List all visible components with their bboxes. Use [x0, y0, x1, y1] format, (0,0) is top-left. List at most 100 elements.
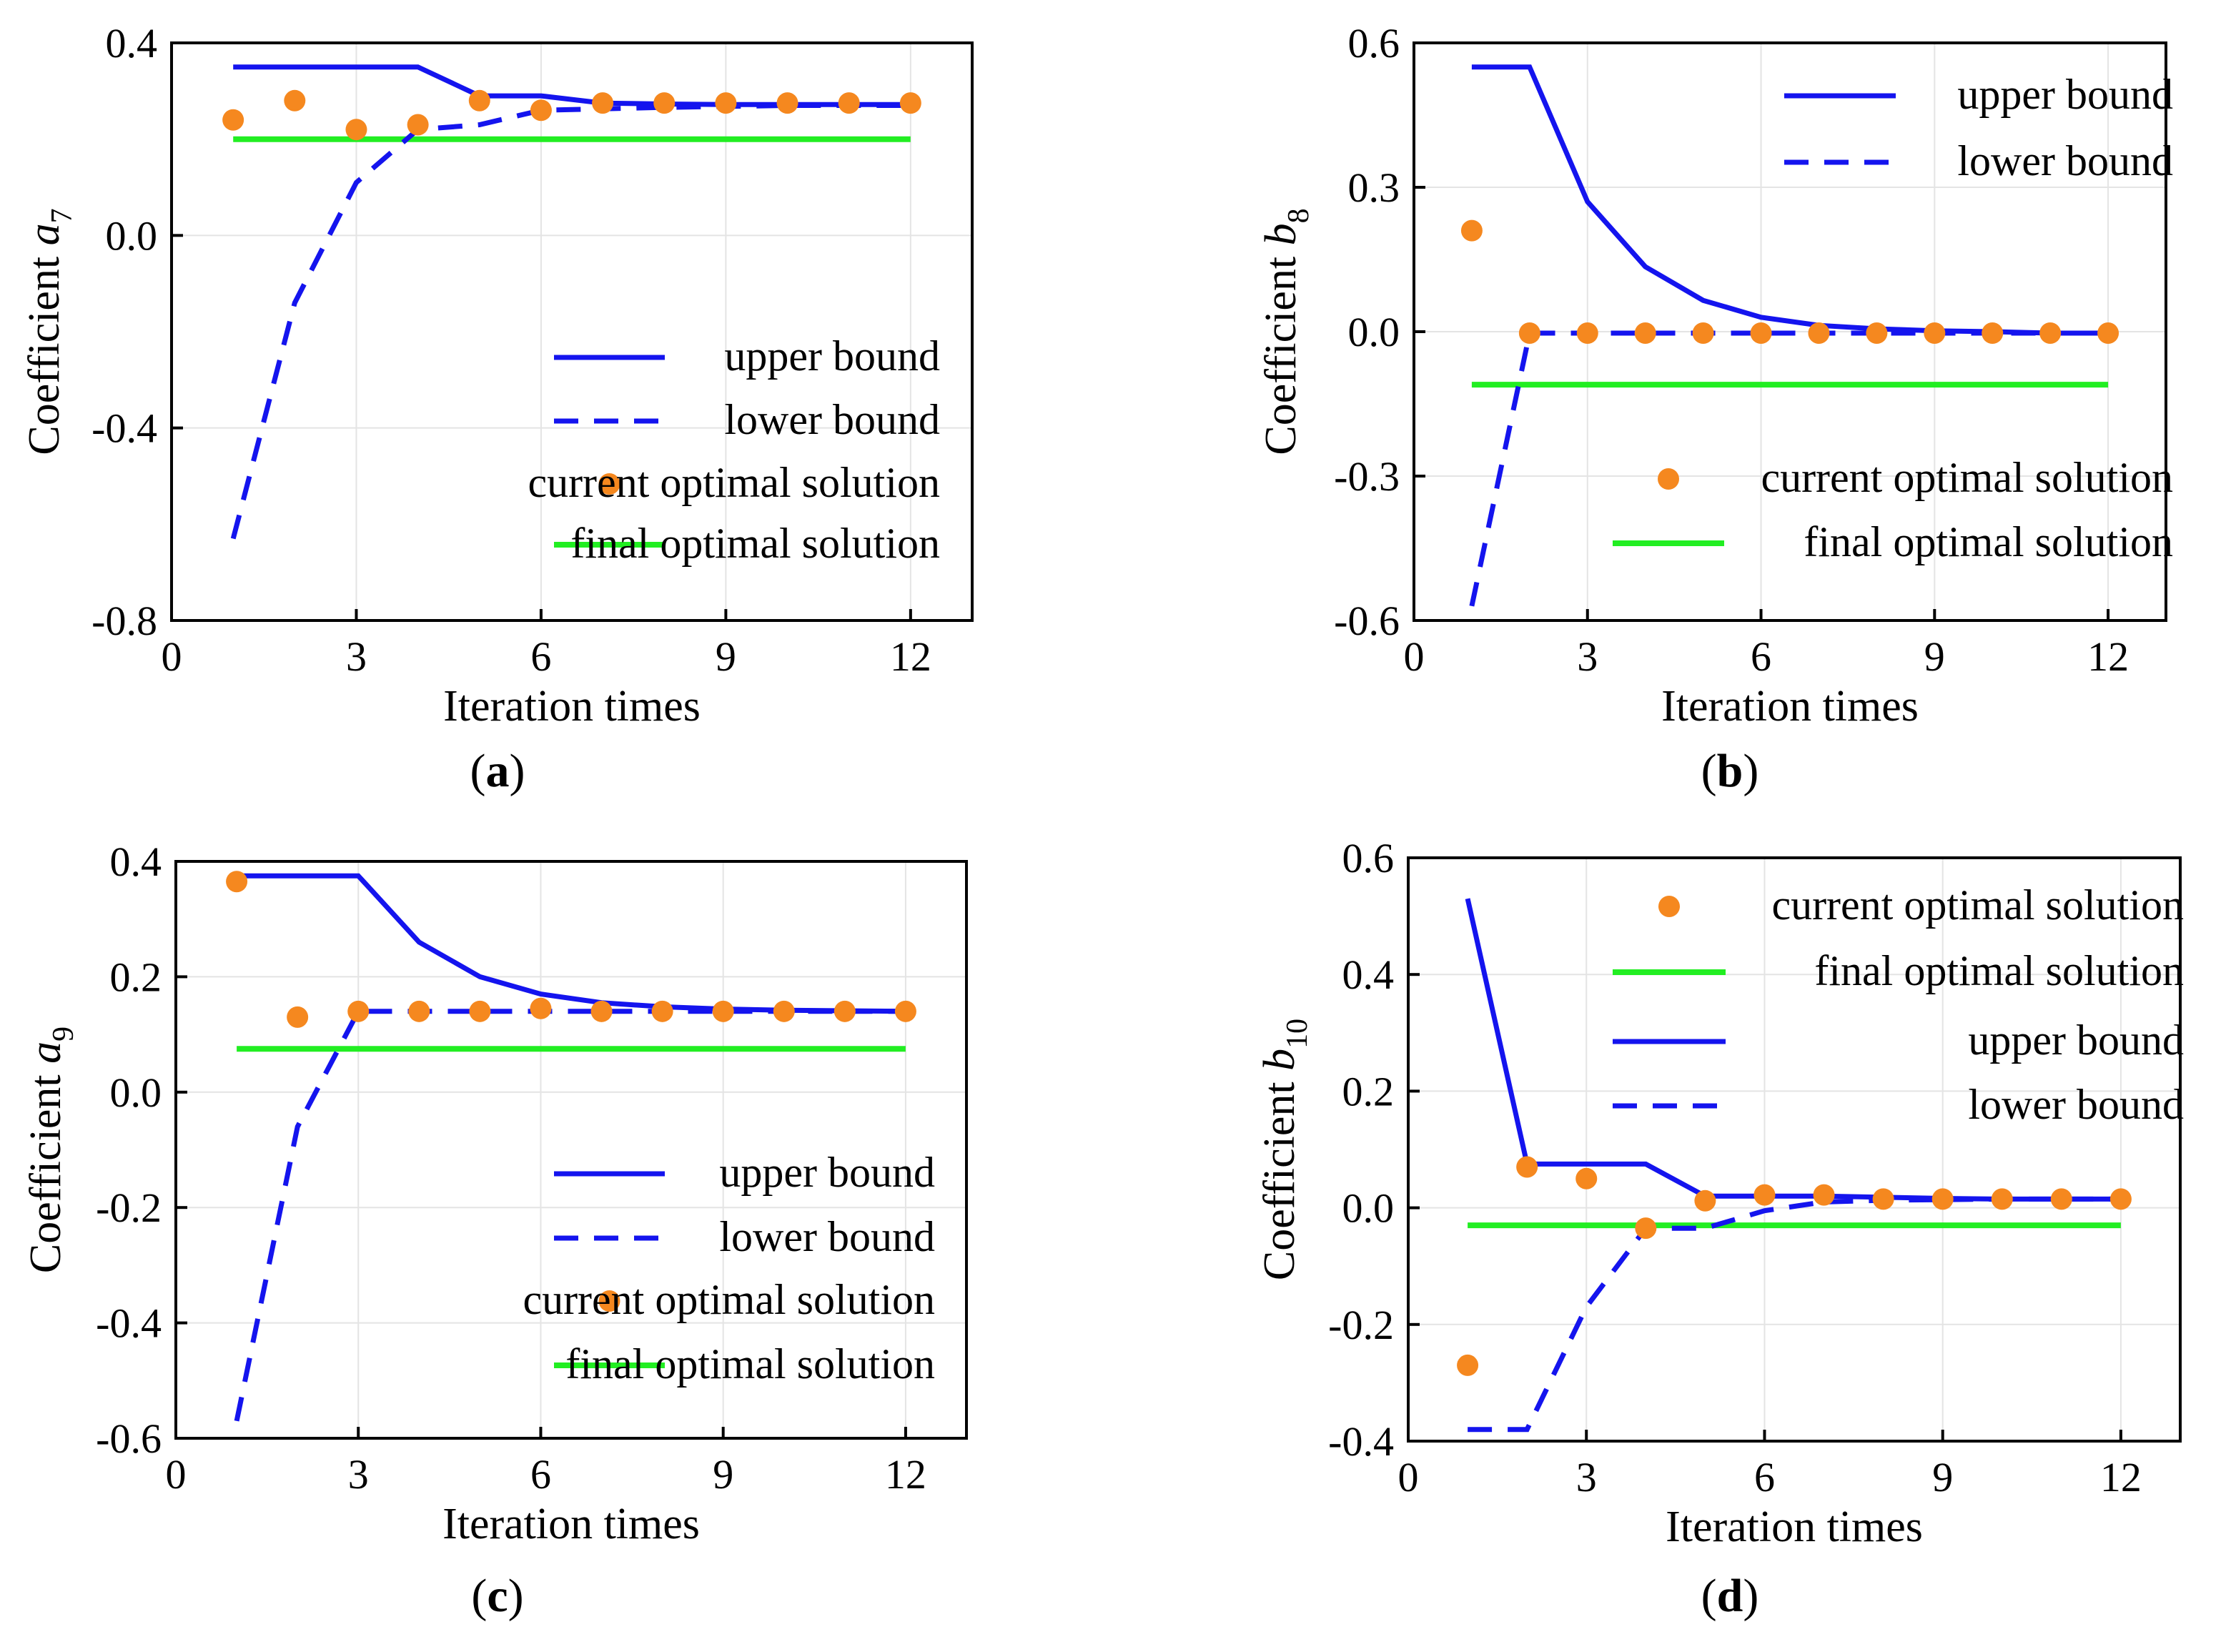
legend-current-label: current optimal solution: [1761, 454, 2173, 501]
y-tick-label: 0.0: [1342, 1185, 1395, 1232]
legend-upper-label: upper bound: [1957, 71, 2173, 118]
x-tick-label: 12: [890, 633, 931, 680]
y-tick-label: 0.6: [1348, 20, 1400, 66]
legend-final-label: final optimal solution: [1814, 947, 2184, 994]
series-current-optimal-point: [715, 92, 737, 114]
y-tick-label: 0.2: [110, 954, 162, 1000]
series-current-optimal-point: [1982, 322, 2004, 345]
series-current-optimal-point: [712, 1000, 734, 1022]
y-tick-label: 0.4: [1342, 951, 1395, 998]
series-current-optimal-point: [1866, 322, 1888, 345]
x-axis-label: Iteration times: [443, 682, 701, 731]
series-current-optimal-point: [222, 109, 244, 131]
y-tick-label: -0.4: [1328, 1418, 1394, 1465]
series-current-optimal-point: [2097, 322, 2119, 345]
series-current-optimal-point: [2109, 1188, 2132, 1210]
y-axis-label: Coefficient b10: [1255, 1019, 1314, 1280]
series-current-optimal-point: [1924, 322, 1946, 345]
x-tick-label: 0: [166, 1451, 187, 1498]
y-tick-label: 0.6: [1342, 835, 1395, 881]
series-current-optimal-point: [2050, 1188, 2072, 1210]
panel-label-close: ): [1743, 745, 1758, 797]
plot-area: [222, 64, 921, 540]
chart-panel-a: 0 3 6 9 12 0.4 0.0 -0.4 -0.8 Iteration times Coeff…: [20, 20, 974, 797]
x-tick-label: 3: [1576, 1454, 1597, 1500]
legend-upper-label: upper bound: [719, 1149, 935, 1196]
x-tick-label: 9: [716, 633, 736, 680]
x-axis-label: Iteration times: [1666, 1503, 1923, 1551]
y-axis-label-var: a: [20, 223, 69, 245]
x-tick-label: 6: [1751, 633, 1771, 680]
y-axis-label-sub: 9: [47, 1027, 80, 1042]
y-tick-label: 0.4: [110, 839, 162, 885]
x-axis-label: Iteration times: [1661, 682, 1919, 731]
series-current-optimal-point: [773, 1000, 795, 1022]
x-tick-label: 9: [1932, 1454, 1953, 1500]
y-tick-label: -0.2: [1328, 1302, 1394, 1348]
y-tick-label: -0.3: [1334, 453, 1400, 500]
x-tick-label: 6: [1754, 1454, 1775, 1500]
series-current-optimal-point: [592, 92, 614, 114]
y-axis-label: Coefficient a7: [20, 208, 79, 455]
x-tick-label: 3: [348, 1451, 369, 1498]
series-current-optimal-point: [2039, 322, 2062, 345]
y-tick-label: 0.0: [106, 212, 158, 259]
panel-label-letter: a: [486, 745, 510, 797]
series-current-optimal-point: [284, 89, 306, 112]
series-current-optimal-point: [1576, 322, 1598, 345]
x-tick-label: 6: [530, 1451, 551, 1498]
legend: current optimal solution final optimal so…: [1613, 881, 2184, 1128]
legend: upper bound lower bound current optimal so…: [1613, 71, 2173, 565]
series-current-optimal-point: [1460, 219, 1483, 242]
plot-area: [226, 871, 916, 1422]
x-tick-label: 12: [885, 1451, 926, 1498]
y-axis-label-main: Coefficient: [20, 245, 69, 455]
legend-upper-label: upper bound: [724, 332, 940, 380]
x-tick-label: 9: [1924, 633, 1945, 680]
legend: upper bound lower bound current optimal so…: [523, 1149, 935, 1388]
legend-lower-label: lower bound: [1957, 137, 2173, 184]
series-current-optimal-point: [651, 1000, 673, 1022]
x-tick-label: 6: [530, 633, 551, 680]
series-current-optimal-point: [590, 1000, 613, 1022]
y-tick-label: -0.6: [96, 1415, 162, 1462]
y-axis-label-var: a: [21, 1042, 70, 1064]
panel-label: (a): [470, 745, 525, 797]
legend-lower-label: lower bound: [1968, 1081, 2184, 1128]
series-current-optimal-point: [345, 119, 367, 141]
x-tick-label: 12: [2100, 1454, 2142, 1500]
series-current-optimal-point: [1872, 1188, 1894, 1210]
plot-frame: [174, 860, 968, 1440]
series-current-optimal-point: [1634, 322, 1656, 345]
y-tick-label: -0.2: [96, 1184, 162, 1231]
x-axis-label: Iteration times: [442, 1500, 700, 1548]
series-current-optimal-point: [530, 99, 552, 122]
x-tick-label: 12: [2087, 633, 2129, 680]
y-tick-label: -0.4: [96, 1300, 162, 1347]
series-current-optimal-point: [408, 1000, 430, 1022]
panel-label-letter: b: [1717, 745, 1743, 797]
legend: upper bound lower bound current optimal so…: [528, 332, 940, 567]
series-current-optimal-point: [469, 1000, 491, 1022]
y-axis-label: Coefficient a9: [21, 1027, 80, 1273]
legend-final-label: final optimal solution: [570, 520, 940, 567]
series-current-optimal-point: [1635, 1217, 1657, 1240]
panel-label-open: (: [1701, 745, 1717, 797]
legend-lower-label: lower bound: [724, 396, 940, 443]
y-axis-label-main: Coefficient: [1257, 245, 1305, 455]
legend-lower-label: lower bound: [719, 1213, 935, 1260]
plot-frame: [1407, 856, 2182, 1443]
series-current-optimal-point: [1750, 322, 1772, 345]
y-axis-label-main: Coefficient: [1255, 1071, 1304, 1280]
series-current-optimal-point: [894, 1000, 916, 1022]
series-upper-bound-line: [233, 64, 911, 107]
panel-label-letter: d: [1717, 1570, 1743, 1622]
series-current-optimal-point: [226, 871, 248, 893]
legend-final-label: final optimal solution: [1804, 518, 2173, 565]
y-tick-label: -0.6: [1334, 598, 1400, 644]
plot-area: [1460, 64, 2119, 607]
y-tick-label: -0.4: [91, 405, 157, 452]
x-tick-label: 9: [713, 1451, 733, 1498]
legend-current-label: current optimal solution: [528, 459, 940, 506]
series-current-optimal-point: [1518, 322, 1540, 345]
